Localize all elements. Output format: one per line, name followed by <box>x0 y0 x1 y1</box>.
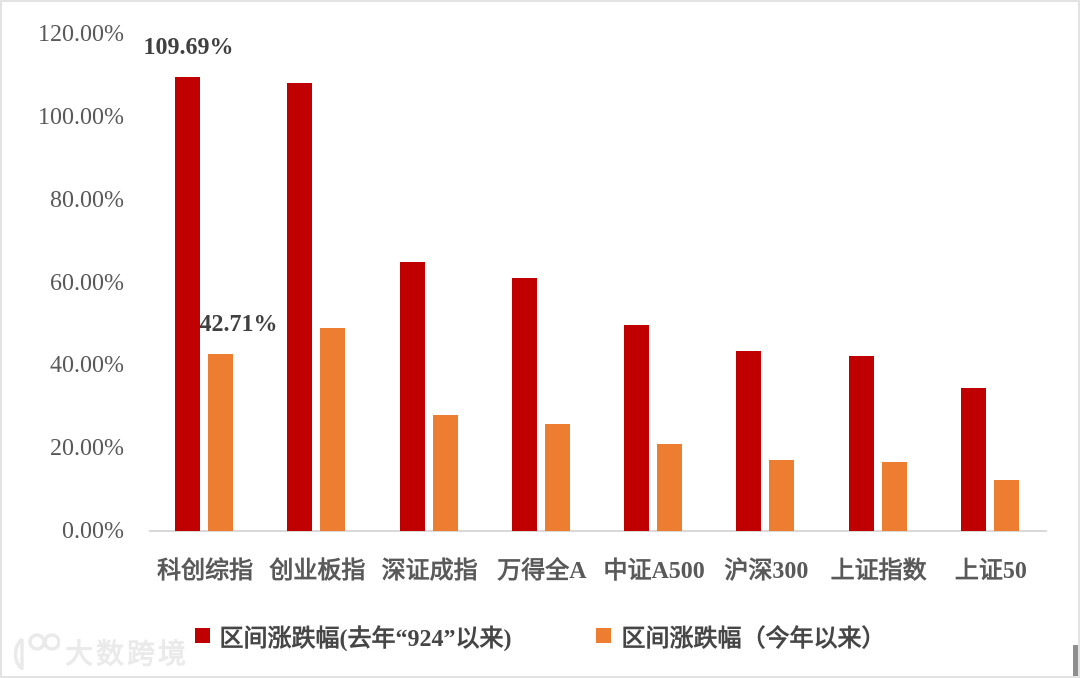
x-axis-category-label: 创业板指 <box>269 558 366 584</box>
y-axis-tick-label: 40.00% <box>50 352 124 379</box>
bar-series1-cat6 <box>881 461 907 531</box>
bar-series0-cat5 <box>736 351 762 531</box>
watermark: 大数跨境 <box>10 631 189 673</box>
watermark-text: 大数跨境 <box>65 638 190 669</box>
bar-series0-cat1 <box>287 83 313 531</box>
x-axis-category-label: 深证成指 <box>381 558 478 584</box>
x-axis-category-label: 中证A500 <box>603 558 705 584</box>
bar-series1-cat1 <box>320 328 346 531</box>
y-axis-tick-label: 0.00% <box>62 518 124 544</box>
bar-series1-cat2 <box>432 414 458 531</box>
bar-series0-cat4 <box>624 325 649 531</box>
plot-area <box>149 34 1047 532</box>
bar-series0-cat2 <box>399 261 425 531</box>
legend: 区间涨跌幅(去年“924”以来) 区间涨跌幅（今年以来） <box>2 618 1078 652</box>
y-axis-tick-label: 20.00% <box>50 435 124 462</box>
x-axis-category-label: 科创综指 <box>157 558 254 584</box>
bar-series1-cat4 <box>657 444 682 531</box>
bar-series0-cat0 <box>175 76 200 531</box>
y-axis-tick-label: 80.00% <box>50 186 124 213</box>
legend-label: 区间涨跌幅(去年“924”以来) <box>219 625 512 652</box>
y-axis-tick-label: 120.00% <box>38 21 124 47</box>
y-axis-tick-label: 60.00% <box>50 269 124 296</box>
bar-series0-cat3 <box>511 277 537 531</box>
scrollbar-thumb[interactable] <box>1073 645 1078 676</box>
bar-series1-cat5 <box>769 460 795 531</box>
brand-logo-icon <box>13 633 60 670</box>
x-axis-category-label: 上证指数 <box>830 558 927 584</box>
legend-swatch-icon <box>194 627 210 643</box>
x-axis-category-label: 沪深300 <box>724 558 809 584</box>
bar-series1-cat3 <box>544 423 570 531</box>
bar-series1-cat0 <box>208 354 233 531</box>
legend-item-0: 区间涨跌幅(去年“924”以来) <box>194 618 512 653</box>
y-axis-tick-label: 100.00% <box>38 103 124 130</box>
bar-series1-cat7 <box>993 480 1019 531</box>
x-axis-line <box>149 530 1047 532</box>
bar-series0-cat7 <box>960 387 986 531</box>
legend-item-1: 区间涨跌幅（今年以来） <box>596 618 885 653</box>
x-axis-category-label: 上证50 <box>954 558 1027 584</box>
legend-swatch-icon <box>596 627 612 643</box>
bar-series0-cat6 <box>848 355 874 531</box>
x-axis-category-label: 万得全A <box>497 558 587 584</box>
legend-label: 区间涨跌幅（今年以来） <box>621 625 886 652</box>
